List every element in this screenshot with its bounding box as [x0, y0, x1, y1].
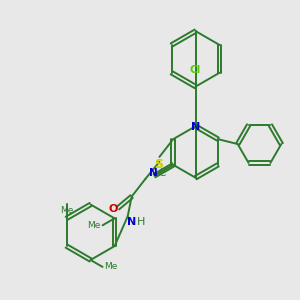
- Text: S: S: [154, 158, 163, 171]
- Text: Me: Me: [87, 221, 101, 230]
- Text: Cl: Cl: [190, 65, 201, 75]
- Text: N: N: [191, 122, 200, 132]
- Text: O: O: [108, 204, 118, 214]
- Text: H: H: [137, 217, 146, 227]
- Text: Me: Me: [60, 206, 73, 215]
- Text: N: N: [149, 168, 158, 178]
- Text: C: C: [158, 168, 166, 178]
- Text: N: N: [127, 217, 136, 227]
- Text: Me: Me: [104, 262, 118, 272]
